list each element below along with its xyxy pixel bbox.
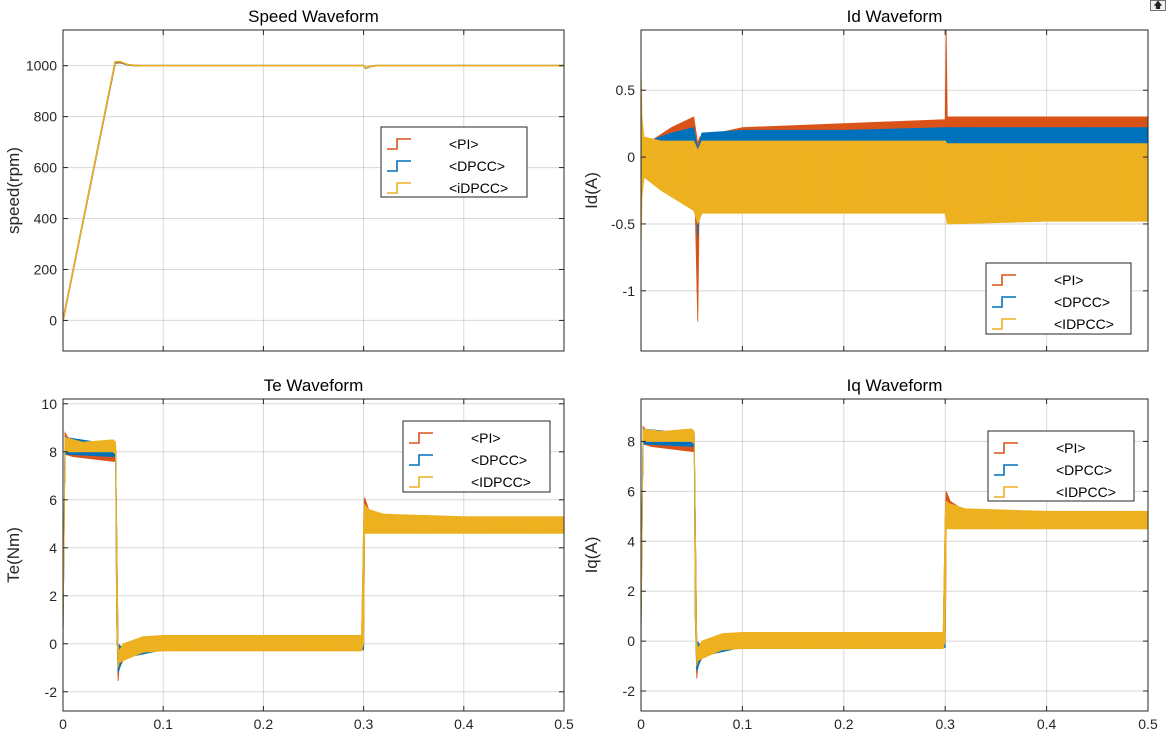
series-idpcc-band	[641, 428, 1148, 667]
series-group	[63, 60, 564, 321]
legend-label-pi: <PI>	[449, 136, 479, 152]
y-tick-label: 2	[49, 588, 57, 604]
legend-label-dpcc: <DPCC>	[449, 158, 505, 174]
x-tick-label: 0	[59, 716, 67, 732]
y-tick-label: 200	[34, 261, 58, 277]
legend-swatch-pi	[409, 432, 433, 444]
legend-swatch-idpcc	[409, 476, 433, 488]
x-tick-label: 0.4	[454, 716, 474, 732]
y-tick-label: -2	[45, 684, 58, 700]
y-tick-label: 4	[627, 533, 635, 549]
legend-swatch-pi	[994, 442, 1018, 454]
series-idpcc-ripple	[63, 438, 564, 663]
x-tick-label: 0.1	[153, 716, 173, 732]
series-pi-band	[641, 30, 1148, 322]
legend-swatch-idpcc	[992, 318, 1016, 330]
y-axis-label: speed(rpm)	[4, 147, 23, 234]
speed-waveform-panel: 0 200 400 600 800 1000 Speed Waveform speed(rpm…	[4, 7, 565, 352]
y-tick-label: 4	[49, 540, 57, 556]
series-idpcc-line	[63, 60, 564, 321]
y-tick-label: 8	[49, 444, 57, 460]
chart-title: Iq Waveform	[847, 376, 943, 395]
y-axis-label: Id(A)	[582, 172, 601, 209]
legend-label-dpcc: <DPCC>	[1056, 462, 1112, 478]
legend[interactable]: <PI> <DPCC> <iDPCC>	[380, 126, 528, 198]
legend-label-idpcc: <IDPCC>	[471, 474, 531, 490]
y-tick-label: 600	[34, 160, 58, 176]
x-tick-label: 0.3	[935, 716, 955, 732]
legend-label-pi: <PI>	[1054, 272, 1084, 288]
x-tick-label: 0.5	[554, 716, 574, 732]
chart-title: Speed Waveform	[248, 7, 379, 26]
y-tick-label: 0.5	[616, 82, 636, 98]
chart-title: Te Waveform	[264, 376, 364, 395]
y-tick-label: 6	[49, 492, 57, 508]
x-tick-label: 0.3	[354, 716, 374, 732]
legend-swatch-pi	[387, 138, 411, 150]
series-idpcc-ripple	[641, 429, 1148, 663]
export-arrow-icon[interactable]: 🡅	[1150, 0, 1166, 11]
y-tick-label: 2	[627, 583, 635, 599]
chart-title: Id Waveform	[847, 7, 943, 26]
y-tick-label: 0	[49, 312, 57, 328]
y-tick-label: 10	[41, 396, 57, 412]
axes-box	[62, 29, 565, 352]
id-waveform-panel: -1 -0.5 0 0.5 Id Waveform Id(A) <PI> <DPCC> <IDP…	[582, 7, 1149, 352]
x-tick-label: 0.2	[834, 716, 854, 732]
y-tick-label: 6	[627, 483, 635, 499]
y-axis-label: Iq(A)	[582, 537, 601, 574]
legend-label-idpcc: <IDPCC>	[1054, 316, 1114, 332]
x-tick-label: 0.1	[733, 716, 753, 732]
legend-swatch-dpcc	[409, 454, 433, 466]
legend-swatch-dpcc	[994, 464, 1018, 476]
legend-box	[402, 420, 551, 493]
y-tick-label: 0	[49, 636, 57, 652]
legend-label-pi: <PI>	[471, 430, 501, 446]
series-group	[641, 30, 1148, 322]
legend-swatch-dpcc	[387, 160, 411, 172]
axes-box	[640, 398, 1149, 712]
y-tick-label: -0.5	[611, 216, 635, 232]
x-tick-label: 0.4	[1037, 716, 1057, 732]
y-tick-label: 0	[627, 633, 635, 649]
iq-waveform-panel: 0 0.1 0.2 0.3 0.4 0.5 -2 0 2 4 6 8 Iq Waveform Iq(A) <…	[582, 376, 1158, 732]
legend[interactable]: <PI> <DPCC> <IDPCC>	[402, 420, 551, 493]
y-tick-label: 8	[627, 433, 635, 449]
y-tick-label: -1	[623, 283, 636, 299]
legend-label-idpcc: <iDPCC>	[449, 180, 508, 196]
y-tick-label: 1000	[26, 58, 57, 74]
legend-label-idpcc: <IDPCC>	[1056, 484, 1116, 500]
legend[interactable]: <PI> <DPCC> <IDPCC>	[985, 262, 1132, 335]
y-tick-label: 0	[627, 149, 635, 165]
y-tick-label: 800	[34, 109, 58, 125]
legend[interactable]: <PI> <DPCC> <IDPCC>	[987, 430, 1135, 502]
y-tick-label: -2	[623, 683, 636, 699]
series-group	[641, 425, 1148, 679]
x-tick-label: 0	[637, 716, 645, 732]
legend-swatch-dpcc	[992, 296, 1016, 308]
series-group	[63, 431, 564, 682]
x-tick-label: 0.2	[254, 716, 274, 732]
x-tick-label: 0.5	[1138, 716, 1158, 732]
legend-swatch-idpcc	[387, 182, 411, 194]
legend-label-dpcc: <DPCC>	[471, 452, 527, 468]
series-idpcc-ripple	[641, 83, 1148, 245]
legend-label-dpcc: <DPCC>	[1054, 294, 1110, 310]
axes-box	[62, 398, 565, 712]
legend-label-pi: <PI>	[1056, 440, 1086, 456]
legend-swatch-idpcc	[994, 486, 1018, 498]
y-axis-label: Te(Nm)	[4, 527, 23, 583]
axes-box	[640, 29, 1149, 352]
y-tick-label: 400	[34, 211, 58, 227]
legend-swatch-pi	[992, 274, 1016, 286]
